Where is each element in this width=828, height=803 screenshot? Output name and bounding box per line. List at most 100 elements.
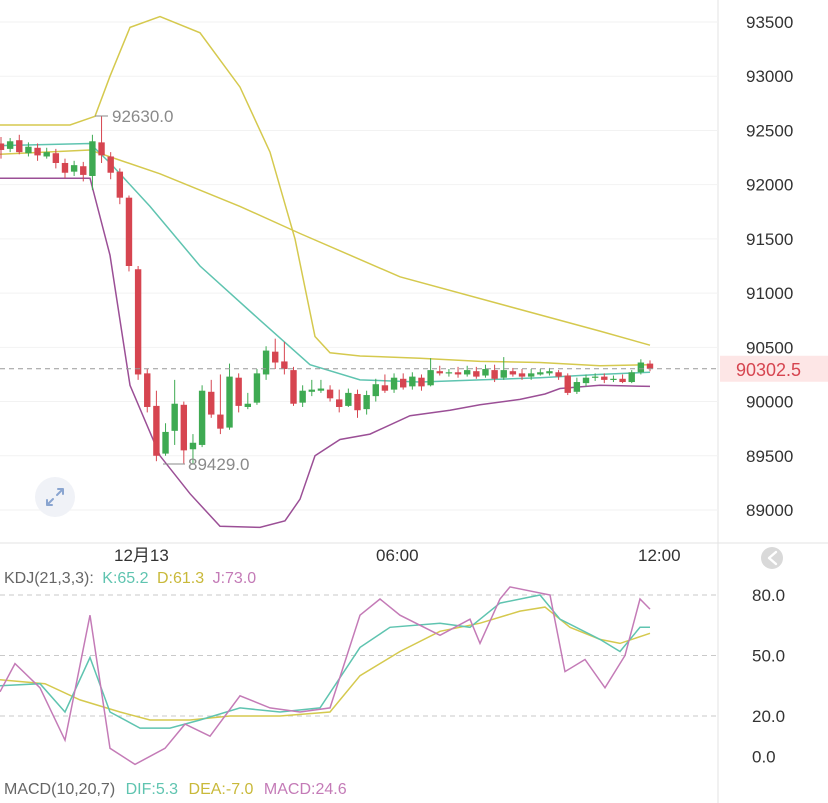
- candle-body: [61, 162, 69, 173]
- candle-body: [619, 378, 626, 383]
- candle-body: [628, 372, 635, 383]
- candle-body: [345, 392, 352, 406]
- kdj-d-value: D:61.3: [157, 570, 204, 587]
- candle-body: [610, 378, 617, 380]
- bollinger-lower-line: [0, 177, 651, 529]
- candle-body: [399, 378, 407, 388]
- candle-body: [162, 431, 169, 454]
- candle-body: [43, 152, 50, 157]
- price-tick-0: 93500: [746, 13, 793, 32]
- kdj-j-value: J:73.0: [213, 570, 257, 587]
- time-tick-2: 12:00: [638, 546, 681, 565]
- candle-body: [217, 414, 224, 429]
- candle-body: [482, 369, 489, 376]
- candle-body: [34, 147, 41, 156]
- candle-body: [372, 384, 379, 397]
- candle-body: [527, 373, 535, 377]
- time-tick-1: 06:00: [376, 546, 419, 565]
- price-tick-9: 89000: [746, 501, 793, 520]
- kdj-lines: [0, 586, 651, 766]
- candle-body: [244, 403, 252, 407]
- candle-body: [454, 372, 462, 375]
- candle-body: [262, 350, 270, 375]
- candle-body: [591, 376, 599, 378]
- candle-body: [326, 389, 334, 399]
- candle-body: [573, 382, 581, 392]
- candle-body: [354, 393, 361, 411]
- candle-body: [582, 377, 590, 384]
- macd-title: MACD(10,20,7): [4, 781, 115, 798]
- current-price: 90302.5: [0, 355, 828, 382]
- candle-body: [418, 377, 425, 387]
- kdj-axis: 80.0 50.0 20.0 0.0: [752, 586, 785, 766]
- candle-body: [363, 395, 370, 410]
- candle-body: [473, 371, 480, 377]
- time-tick-0: 12月13: [114, 546, 169, 565]
- candle-body: [134, 269, 142, 375]
- candle-body: [253, 373, 261, 403]
- kdj-tick-1: 50.0: [752, 647, 785, 666]
- candle-body: [491, 370, 498, 379]
- candle-body: [390, 377, 398, 390]
- candle-body: [52, 153, 60, 163]
- candle-body: [144, 373, 151, 407]
- candle-body: [290, 370, 297, 404]
- price-tick-5: 91000: [746, 284, 793, 303]
- candle-body: [317, 388, 325, 391]
- candle-body: [25, 146, 32, 154]
- high-annotation: 92630.0: [95, 107, 173, 126]
- candle-body: [564, 375, 571, 393]
- candle-body: [116, 171, 124, 198]
- candle-body: [427, 370, 434, 386]
- kdj-tick-0: 80.0: [752, 586, 785, 605]
- candle-body: [509, 371, 517, 375]
- candle-body: [445, 372, 453, 374]
- high-label: 92630.0: [112, 107, 173, 126]
- candle-body: [463, 370, 471, 375]
- candle-body: [336, 399, 343, 407]
- expand-icon[interactable]: [35, 477, 75, 517]
- candle-body: [546, 371, 553, 374]
- candle-body: [272, 351, 279, 363]
- bollinger-mid-line: [0, 149, 651, 346]
- collapse-chevron-icon[interactable]: [761, 547, 783, 569]
- candle-body: [171, 403, 178, 431]
- candle-body: [646, 363, 654, 369]
- candle-body: [98, 142, 105, 156]
- moving-average-line: [0, 142, 651, 383]
- kdj-legend: KDJ(21,3,3): K:65.2 D:61.3 J:73.0: [4, 570, 256, 587]
- candle-body: [308, 389, 315, 392]
- candle-body: [281, 361, 288, 370]
- candle-body: [601, 376, 608, 380]
- kdj-tick-3: 0.0: [752, 747, 776, 766]
- candle-body: [555, 372, 562, 377]
- candle-body: [235, 377, 242, 406]
- candle-body: [299, 390, 306, 403]
- kdj-tick-2: 20.0: [752, 707, 785, 726]
- bollinger-upper-line: [0, 15, 651, 367]
- current-price-label: 90302.5: [736, 360, 801, 380]
- price-axis: 93500 93000 92500 92000 91500 91000 90500 90000…: [746, 13, 793, 520]
- candle-body: [226, 376, 233, 428]
- price-tick-2: 92500: [746, 121, 793, 140]
- candle-body: [0, 143, 5, 150]
- candle-body: [436, 371, 443, 374]
- macd-value: MACD:24.6: [264, 781, 347, 798]
- candlesticks: [0, 116, 654, 464]
- kdj-j-line: [0, 586, 651, 766]
- price-tick-3: 92000: [746, 176, 793, 195]
- candle-body: [500, 370, 507, 378]
- price-tick-4: 91500: [746, 230, 793, 249]
- candle-body: [537, 372, 544, 375]
- macd-legend: MACD(10,20,7) DIF:5.3 DEA:-7.0 MACD:24.6: [4, 781, 347, 798]
- price-tick-7: 90000: [746, 393, 793, 412]
- macd-dea-value: DEA:-7.0: [189, 781, 254, 798]
- candle-body: [153, 405, 160, 456]
- candle-body: [70, 165, 78, 172]
- candle-body: [518, 373, 526, 377]
- candle-body: [125, 197, 133, 266]
- price-tick-6: 90500: [746, 338, 793, 357]
- kdj-k-value: K:65.2: [102, 570, 148, 587]
- candle-body: [198, 390, 206, 445]
